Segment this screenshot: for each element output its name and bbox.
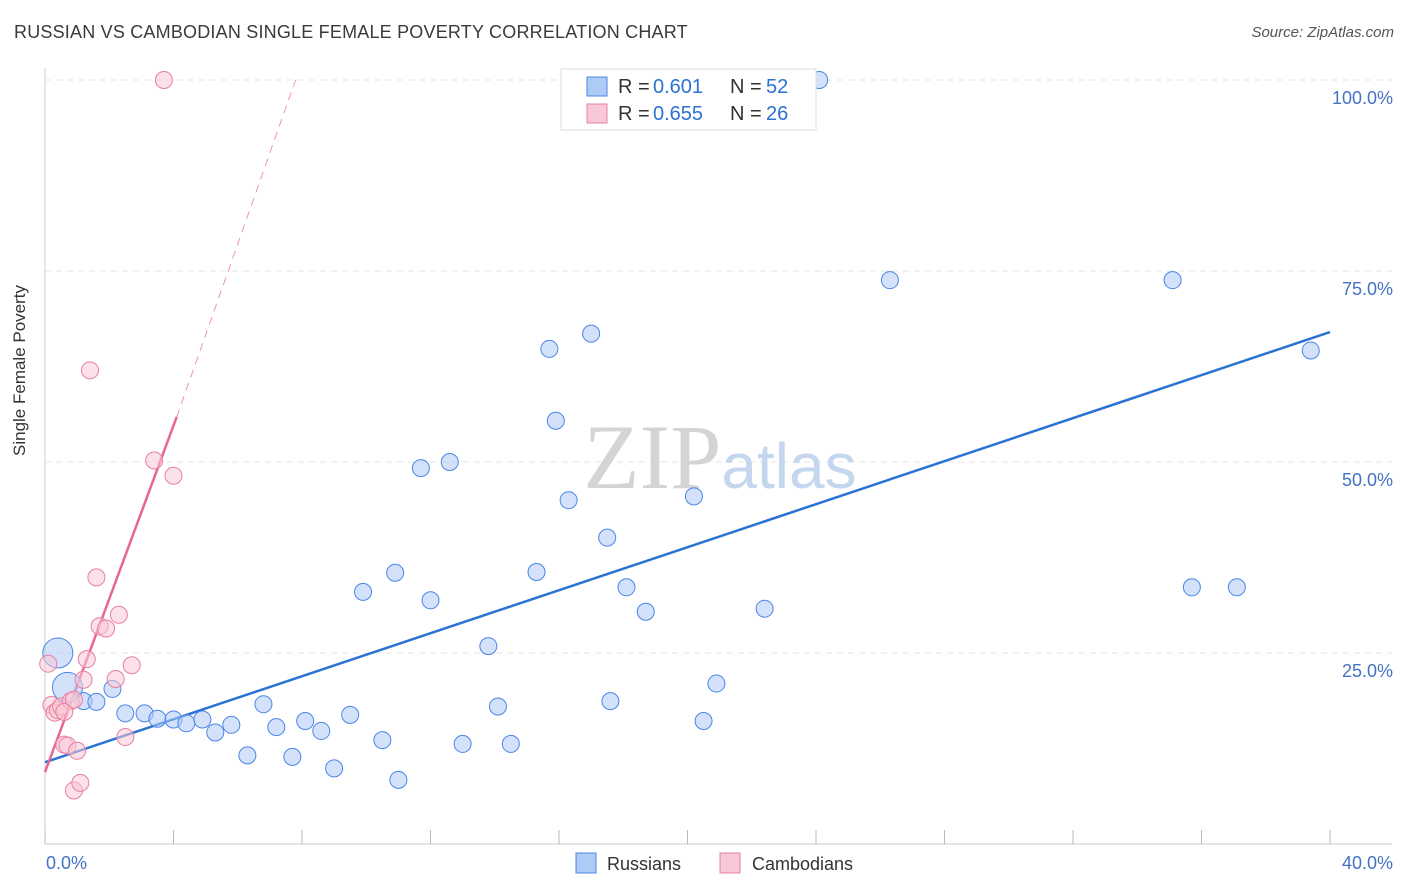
russians-point-7 [148,709,167,728]
x-tick-label-1: 40.0% [1342,853,1393,873]
russians-point-27 [440,453,459,471]
cambodians-point-17 [106,669,125,688]
cambodians-point-24 [55,702,74,721]
russians-point-48 [1163,271,1182,290]
cambodians-point-10 [71,773,90,792]
cambodians-point-0 [39,654,58,673]
russians-point-21 [354,582,373,601]
russians-point-33 [540,339,559,358]
russians-point-29 [479,637,498,656]
y-tick-label-2: 75.0% [1342,279,1393,299]
legend-n-value-0: 52 [766,76,788,98]
y-tick-label-1: 50.0% [1342,470,1393,490]
russians-point-19 [325,759,344,778]
russians-point-10 [193,710,212,729]
russians-point-17 [296,711,315,730]
cambodians-point-14 [87,568,106,587]
russians-point-42 [694,711,713,730]
russians-trend-line [44,330,1331,764]
russians-point-34 [546,411,565,430]
russians-point-25 [421,591,440,610]
legend-r-label-1: R = [618,103,650,125]
russians-point-37 [598,528,617,547]
russians-point-35 [559,491,578,510]
legend-n-label-1: N = [730,103,762,125]
russians-point-43 [707,674,726,693]
cambodians-point-11 [74,670,93,689]
russians-point-3 [87,692,106,711]
legend-n-value-1: 26 [766,103,788,125]
x-tick-label-0: 0.0% [46,853,87,873]
russians-point-16 [283,747,302,766]
russians-point-47 [880,271,899,290]
russians-point-30 [488,697,507,716]
legend-n-label-0: N = [730,76,762,98]
y-tick-label-3: 100.0% [1332,88,1393,108]
russians-point-26 [411,459,430,478]
russians-point-18 [312,721,331,740]
russians-point-15 [267,718,286,737]
legend-r-value-1: 0.655 [653,103,703,125]
russians-point-13 [238,746,257,765]
russians-point-28 [453,734,472,753]
legend-swatch-russians [586,76,608,97]
russians-point-9 [177,714,196,733]
legend-swatch-bottom-russians [575,852,597,874]
russians-point-14 [254,695,273,714]
russians-point-40 [636,602,655,621]
cambodians-point-23 [164,466,183,485]
legend-label-russians: Russians [607,854,681,874]
russians-point-31 [501,734,520,753]
series-legend: Russians Cambodians [575,852,853,874]
cambodians-point-18 [109,605,128,624]
watermark: ZIPatlas [583,406,856,508]
russians-point-23 [386,563,405,582]
russians-point-11 [206,723,225,742]
russians-point-49 [1182,578,1201,597]
cambodians-point-12 [77,650,96,669]
legend-swatch-cambodians [586,103,608,124]
chart-source: Source: ZipAtlas.com [1251,24,1394,41]
russians-point-36 [582,324,601,343]
scatter-points [39,71,1320,800]
y-tick-label-0: 25.0% [1342,661,1393,681]
y-tick-labels: 25.0% 50.0% 75.0% 100.0% [1332,88,1393,681]
cambodians-point-25 [64,690,83,709]
cambodians-point-22 [154,71,173,89]
cambodians-trend-extension [176,79,297,418]
russians-point-32 [527,563,546,582]
axes [44,68,1392,845]
legend-r-label-0: R = [618,76,650,98]
legend-swatch-bottom-cambodians [719,852,741,874]
russians-point-22 [373,731,392,750]
cambodians-point-16 [97,619,116,638]
russians-point-50 [1227,578,1246,597]
legend-label-cambodians: Cambodians [752,854,853,874]
cambodians-point-19 [116,728,135,747]
legend-r-value-0: 0.601 [653,76,703,98]
cambodians-point-21 [145,451,164,470]
russians-point-51 [1301,341,1320,360]
russians-point-38 [601,692,620,711]
russians-point-24 [389,770,408,789]
chart-title: RUSSIAN VS CAMBODIAN SINGLE FEMALE POVER… [14,22,688,42]
russians-point-44 [755,599,774,618]
x-tick-labels: 0.0% 40.0% [46,853,1393,873]
stats-legend: R = 0.601 N = 52 R = 0.655 N = 26 [560,68,817,131]
cambodians-point-20 [122,656,141,675]
russians-point-12 [222,715,241,734]
cambodians-point-13 [80,361,99,380]
grid [45,79,1392,654]
cambodians-point-9 [68,741,87,760]
russians-point-41 [684,487,703,506]
russians-point-39 [617,578,636,597]
russians-point-5 [116,704,135,723]
russians-point-20 [341,705,360,724]
